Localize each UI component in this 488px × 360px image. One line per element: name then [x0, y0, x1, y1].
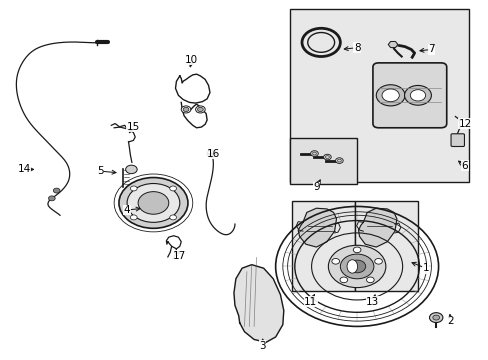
- Circle shape: [331, 258, 339, 264]
- Circle shape: [339, 277, 347, 283]
- Text: 7: 7: [427, 45, 434, 54]
- Circle shape: [323, 154, 330, 160]
- Circle shape: [432, 315, 439, 320]
- Circle shape: [197, 107, 203, 112]
- Circle shape: [340, 254, 373, 279]
- Circle shape: [169, 186, 176, 191]
- Circle shape: [348, 260, 365, 273]
- Text: 8: 8: [353, 43, 360, 53]
- Circle shape: [374, 258, 382, 264]
- FancyBboxPatch shape: [450, 134, 464, 147]
- Text: 1: 1: [422, 263, 428, 273]
- Circle shape: [366, 277, 373, 283]
- Text: 11: 11: [304, 297, 317, 307]
- Text: 6: 6: [461, 161, 468, 171]
- Text: 5: 5: [97, 166, 104, 176]
- FancyBboxPatch shape: [372, 63, 446, 128]
- Circle shape: [119, 177, 187, 228]
- Ellipse shape: [346, 260, 357, 273]
- Polygon shape: [233, 265, 283, 342]
- Circle shape: [409, 90, 425, 101]
- Circle shape: [310, 151, 318, 156]
- Bar: [354, 201, 417, 291]
- Text: 12: 12: [457, 118, 470, 129]
- Circle shape: [130, 215, 137, 220]
- Circle shape: [125, 165, 137, 174]
- Circle shape: [48, 196, 55, 201]
- Text: 17: 17: [173, 251, 186, 261]
- Polygon shape: [387, 41, 397, 48]
- Bar: [292, 201, 354, 291]
- Circle shape: [404, 85, 430, 105]
- Circle shape: [352, 247, 360, 253]
- Polygon shape: [298, 208, 336, 247]
- Circle shape: [138, 192, 168, 214]
- Circle shape: [335, 158, 343, 163]
- Circle shape: [130, 186, 137, 191]
- Text: 3: 3: [259, 341, 265, 351]
- Text: 10: 10: [185, 55, 198, 65]
- Text: 13: 13: [366, 297, 379, 307]
- Circle shape: [127, 184, 180, 222]
- Circle shape: [169, 215, 176, 220]
- Circle shape: [183, 107, 188, 112]
- Circle shape: [376, 85, 404, 106]
- Text: 16: 16: [206, 149, 220, 158]
- Text: 4: 4: [123, 205, 130, 215]
- Circle shape: [328, 245, 385, 288]
- Circle shape: [195, 106, 205, 113]
- Circle shape: [428, 312, 442, 323]
- Circle shape: [53, 188, 60, 193]
- Circle shape: [181, 106, 190, 113]
- Circle shape: [381, 89, 399, 102]
- Polygon shape: [358, 208, 396, 247]
- Bar: [289, 9, 468, 182]
- Text: 14: 14: [18, 165, 31, 174]
- Bar: [289, 138, 356, 184]
- Text: 9: 9: [312, 182, 319, 192]
- Text: 15: 15: [126, 122, 140, 132]
- Text: 2: 2: [447, 316, 453, 326]
- Circle shape: [207, 150, 216, 157]
